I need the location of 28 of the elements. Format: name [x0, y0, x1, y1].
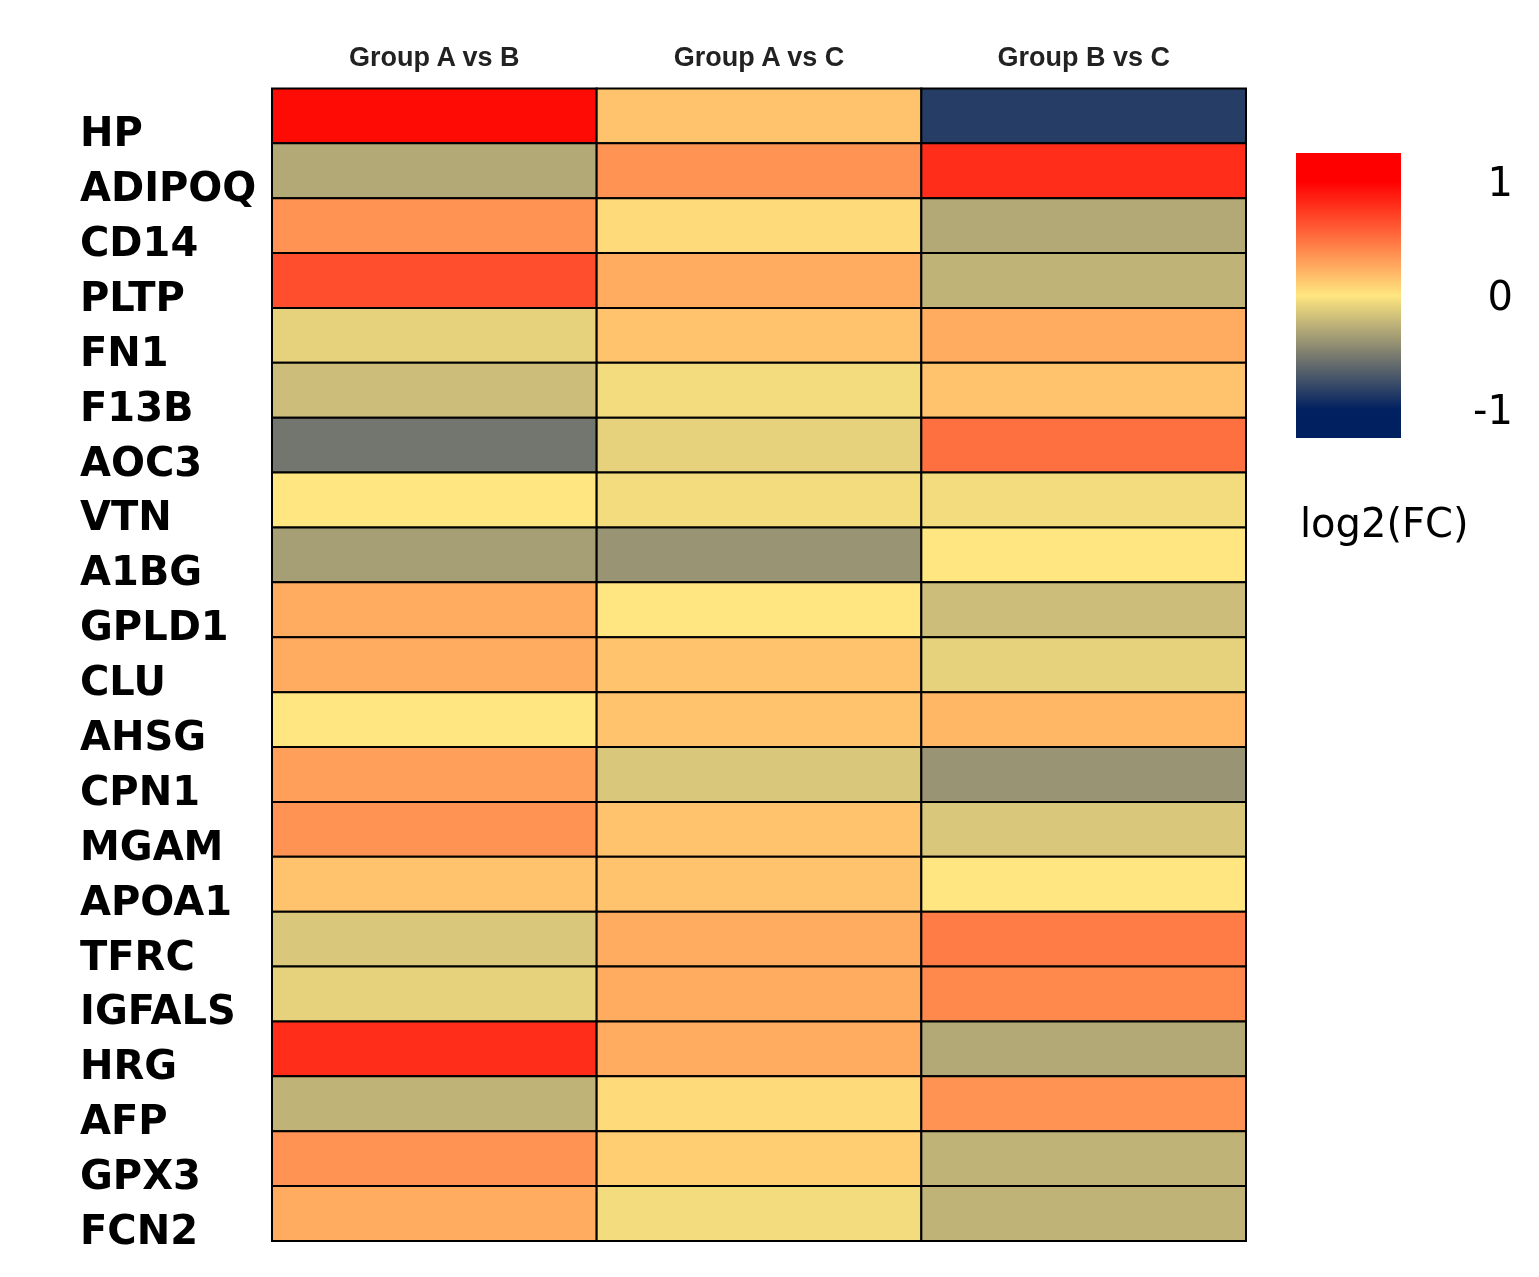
y-tick-label: IGFALS [80, 987, 236, 1034]
y-tick-label: AFP [80, 1097, 168, 1144]
x-tick-label: Group B vs C [997, 41, 1170, 72]
y-tick-label: AHSG [80, 712, 207, 759]
color-bar-label: 1 [1487, 157, 1513, 207]
y-tick-label: TFRC [80, 932, 195, 979]
color-bar-title: log2(FC) [1300, 499, 1469, 546]
color-bar-label: -1 [1473, 385, 1513, 435]
y-tick-label: GPLD1 [80, 603, 229, 650]
y-tick-label: GPX3 [80, 1152, 201, 1199]
y-tick-label: CD14 [80, 219, 199, 265]
y-tick-label: FCN2 [80, 1206, 198, 1253]
x-tick-label: Group A vs C [673, 41, 845, 72]
y-tick-label: A1BG [80, 548, 203, 595]
y-tick-label: HP [80, 109, 143, 156]
y-tick-label: AOC3 [80, 438, 203, 485]
y-tick-label: F13B [80, 383, 194, 430]
y-tick-label: VTN [80, 493, 172, 540]
y-tick-label: PLTP [80, 273, 185, 320]
y-tick-label: APOA1 [80, 877, 232, 924]
y-tick-label: HRG [80, 1042, 178, 1089]
y-tick-label: ADIPOQ [80, 164, 257, 211]
y-tick-label: CLU [80, 658, 166, 705]
x-tick-label: Group A vs B [349, 41, 520, 72]
y-tick-label: MGAM [80, 822, 224, 869]
y-tick-label: FN1 [80, 328, 169, 375]
color-bar-label: 0 [1487, 271, 1513, 321]
y-tick-label: CPN1 [80, 767, 200, 814]
